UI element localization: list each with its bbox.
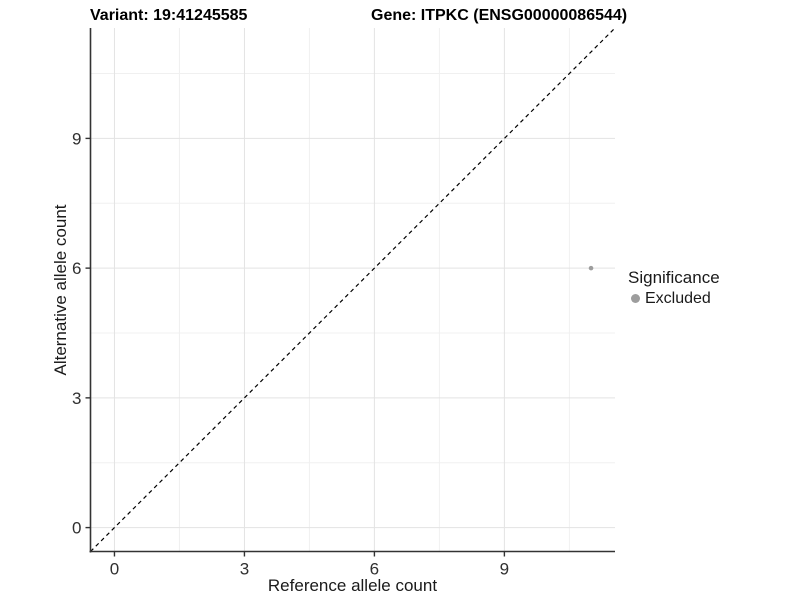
y-axis-title: Alternative allele count <box>51 204 70 376</box>
data-points <box>588 265 594 271</box>
scatter-point <box>588 265 594 271</box>
axis-lines <box>89 28 615 553</box>
legend-entry-excluded: Excluded <box>628 289 720 308</box>
legend-entry-label: Excluded <box>645 290 711 307</box>
grid-minor <box>90 28 615 552</box>
grid-major <box>90 28 615 552</box>
y-tick-label: 9 <box>72 129 81 148</box>
x-axis-title: Reference allele count <box>267 576 438 595</box>
legend: Significance Excluded <box>628 267 720 308</box>
axis-ticks <box>85 137 506 557</box>
identity-dashed-line <box>90 27 616 552</box>
y-tick-label: 0 <box>72 519 81 538</box>
gene-title: Gene: ITPKC (ENSG00000086544) <box>371 7 628 24</box>
legend-title: Significance <box>628 268 720 287</box>
x-tick-label: 0 <box>110 560 119 579</box>
variant-title: Variant: 19:41245585 <box>90 7 248 24</box>
x-tick-label: 9 <box>500 560 509 579</box>
y-tick-label: 6 <box>72 259 81 278</box>
excluded-key-dot-icon <box>631 294 640 303</box>
x-tick-label: 3 <box>240 560 249 579</box>
y-tick-label: 3 <box>72 389 81 408</box>
x-tick-label: 6 <box>370 560 379 579</box>
tick-labels: 0 3 6 9 0 3 6 9 <box>72 129 509 578</box>
